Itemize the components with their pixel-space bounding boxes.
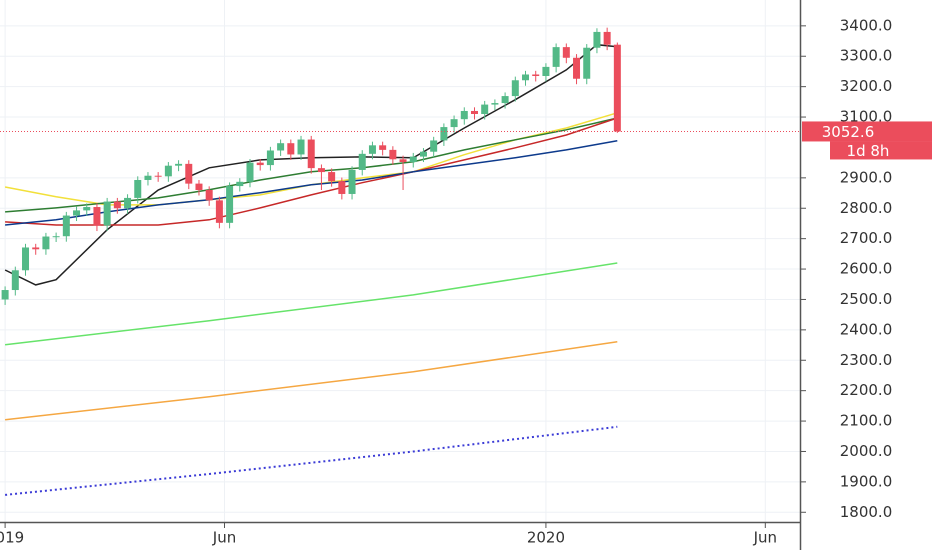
candle-body [236, 181, 244, 187]
candle-body [226, 186, 234, 223]
candle-body [11, 270, 19, 291]
candle-body [389, 149, 397, 160]
last-price-box [802, 121, 932, 142]
candle-body [409, 156, 417, 163]
candle-body [511, 80, 519, 97]
plot-area [0, 0, 800, 522]
candle-body [338, 181, 346, 194]
candle-body [358, 153, 366, 170]
candle-body [42, 236, 50, 250]
y-tick-label: 1800.0 [840, 503, 893, 521]
candle-body [93, 207, 101, 226]
candle-body [1, 290, 9, 300]
y-tick-label: 2400.0 [840, 320, 893, 338]
candle-body [399, 159, 407, 163]
x-tick-label: Jun [753, 529, 777, 547]
y-tick-label: 2800.0 [840, 199, 893, 217]
candle-body [134, 179, 142, 198]
candle-body [154, 175, 162, 177]
candle-body [246, 162, 254, 182]
candle-body [419, 151, 427, 157]
candle-body [593, 31, 601, 48]
candle-body [185, 163, 193, 184]
y-tick-label: 1900.0 [840, 472, 893, 490]
candle-body [470, 110, 478, 115]
candle-body [542, 66, 550, 77]
candle-body [113, 201, 121, 209]
candle-body [573, 57, 581, 79]
candle-body [32, 247, 40, 250]
candle-body [440, 127, 448, 141]
y-tick-label: 3100.0 [840, 108, 893, 126]
candle-body [103, 201, 111, 226]
candle-body [552, 47, 560, 67]
y-tick-label: 3300.0 [840, 47, 893, 65]
candle-body [175, 163, 183, 166]
candle-body [460, 110, 468, 120]
candle-body [348, 169, 356, 194]
candle-body [164, 165, 172, 177]
candle-body [144, 175, 152, 180]
candle-body [501, 96, 509, 104]
candle-body [266, 150, 274, 166]
candle-body [613, 44, 621, 132]
x-tick-label: Jun [212, 529, 236, 547]
candle-body [481, 104, 489, 115]
y-tick-label: 2700.0 [840, 229, 893, 247]
y-tick-label: 2100.0 [840, 412, 893, 430]
candle-body [195, 183, 203, 191]
candle-body [368, 145, 376, 154]
moving-average-line [5, 262, 618, 346]
candle-body [317, 168, 325, 173]
candle-body [603, 31, 611, 45]
x-tick-label: 2020 [527, 529, 565, 547]
countdown-label: 1d 8h [847, 142, 890, 160]
last-price-label: 3052.6 [822, 123, 875, 141]
y-tick-label: 2500.0 [840, 290, 893, 308]
y-tick-label: 2000.0 [840, 442, 893, 460]
candle-body [532, 74, 540, 77]
candle-body [83, 207, 91, 211]
y-tick-label: 2300.0 [840, 351, 893, 369]
candle-body [215, 200, 223, 223]
candle-body [287, 143, 295, 155]
x-tick-label: 2019 [0, 529, 24, 547]
candle-body [205, 190, 213, 201]
candle-body [583, 47, 591, 79]
candle-body [277, 143, 285, 151]
candle-body [62, 215, 70, 237]
candle-body [379, 145, 387, 150]
candle-body [73, 210, 81, 216]
candle-body [22, 247, 30, 271]
candle-body [297, 139, 305, 155]
y-tick-label: 3200.0 [840, 77, 893, 95]
y-tick-label: 2200.0 [840, 381, 893, 399]
candle-body [522, 74, 530, 81]
candle-body [307, 139, 315, 169]
moving-average-line [5, 340, 618, 421]
countdown-box [830, 141, 932, 160]
y-tick-label: 3400.0 [840, 16, 893, 34]
candle-body [562, 47, 570, 58]
candle-body [430, 140, 438, 152]
y-tick-label: 2900.0 [840, 168, 893, 186]
candle-body [256, 162, 264, 166]
candle-body [450, 119, 458, 128]
candle-body [328, 172, 336, 182]
candle-body [124, 197, 132, 209]
candle-body [491, 103, 499, 105]
candle-body [52, 236, 60, 238]
y-tick-label: 2600.0 [840, 260, 893, 278]
